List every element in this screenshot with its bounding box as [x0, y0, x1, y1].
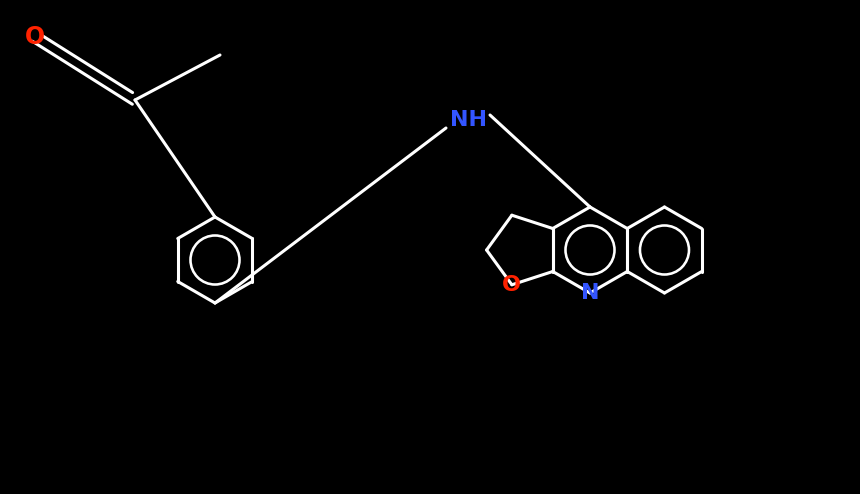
Text: O: O [502, 275, 521, 295]
Text: O: O [25, 25, 45, 49]
Text: N: N [580, 283, 599, 303]
Text: NH: NH [450, 110, 487, 130]
